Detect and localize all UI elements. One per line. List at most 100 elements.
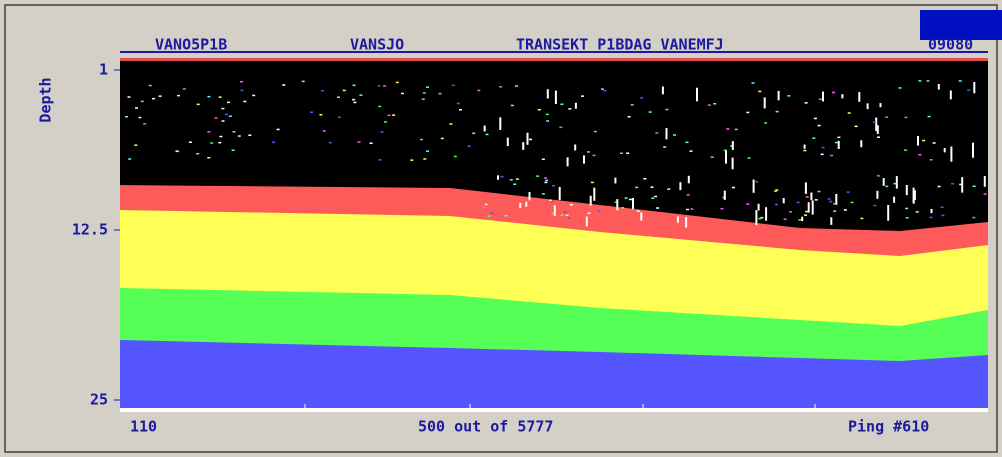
echo-speck bbox=[835, 141, 839, 144]
echo-speck bbox=[410, 159, 414, 161]
echo-speck bbox=[319, 114, 323, 116]
echo-speck bbox=[590, 181, 594, 184]
echo-speck bbox=[656, 207, 660, 209]
echo-speck bbox=[918, 80, 922, 82]
echo-speck bbox=[655, 132, 659, 134]
echo-speck bbox=[927, 115, 931, 118]
echo-speck bbox=[387, 114, 391, 117]
echo-speck bbox=[814, 199, 818, 201]
echo-speck bbox=[497, 175, 499, 180]
echo-speck bbox=[882, 178, 885, 186]
echo-speck bbox=[440, 137, 444, 140]
echo-speck bbox=[626, 152, 630, 154]
echo-speck bbox=[509, 179, 513, 181]
echo-speck bbox=[218, 96, 222, 98]
echo-speck bbox=[765, 207, 768, 221]
echo-speck bbox=[837, 140, 840, 149]
echo-speck bbox=[483, 125, 486, 132]
echo-speck bbox=[453, 155, 457, 158]
echo-speck bbox=[872, 121, 876, 123]
echo-speck bbox=[846, 191, 850, 193]
echo-speck bbox=[369, 142, 373, 144]
echo-speck bbox=[893, 182, 897, 185]
echo-speck bbox=[384, 121, 387, 123]
echo-speck bbox=[922, 139, 926, 142]
echo-speck bbox=[310, 111, 313, 113]
echo-speck bbox=[732, 186, 735, 189]
echo-speck bbox=[592, 154, 596, 157]
echo-speck bbox=[148, 84, 152, 87]
echo-speck bbox=[551, 212, 555, 215]
echo-speck bbox=[401, 92, 404, 95]
echo-speck bbox=[885, 116, 889, 118]
echo-speck bbox=[763, 97, 766, 109]
echo-speck bbox=[973, 82, 976, 94]
echo-speck bbox=[616, 199, 619, 211]
echo-speck bbox=[898, 87, 902, 89]
echo-speck bbox=[686, 194, 690, 196]
echo-speck bbox=[419, 138, 423, 141]
echo-speck bbox=[563, 211, 567, 213]
echo-speck bbox=[757, 203, 760, 211]
echo-speck bbox=[949, 90, 952, 100]
echo-speck bbox=[210, 142, 214, 144]
echo-speck bbox=[546, 120, 550, 122]
echo-speck bbox=[876, 190, 879, 199]
echo-speck bbox=[879, 103, 882, 108]
echo-speck bbox=[529, 138, 532, 141]
header-label: TRANSEKT P1BDAG VANEMFJ bbox=[516, 36, 724, 54]
echo-speck bbox=[707, 104, 711, 106]
echo-speck bbox=[248, 134, 252, 136]
echo-speck bbox=[544, 177, 547, 179]
echo-speck bbox=[134, 144, 138, 146]
echo-speck bbox=[221, 107, 225, 110]
echo-speck bbox=[219, 135, 223, 138]
echo-speck bbox=[600, 88, 604, 90]
echo-speck bbox=[353, 101, 357, 104]
echo-speck bbox=[632, 198, 634, 210]
echo-speck bbox=[893, 196, 896, 203]
echo-speck bbox=[585, 216, 588, 227]
echo-speck bbox=[958, 80, 962, 82]
echo-speck bbox=[574, 102, 577, 109]
footer-progress: 500 out of 5777 bbox=[418, 418, 553, 436]
echo-speck bbox=[614, 177, 617, 184]
echo-speck bbox=[392, 114, 396, 116]
echo-speck bbox=[723, 149, 727, 152]
echo-speck bbox=[876, 175, 880, 177]
echo-speck bbox=[135, 107, 138, 109]
echo-speck bbox=[321, 90, 325, 92]
echo-speck bbox=[696, 87, 698, 102]
echo-speck bbox=[887, 205, 890, 221]
echo-speck bbox=[352, 98, 356, 101]
echo-speck bbox=[929, 216, 933, 219]
echo-speck bbox=[661, 86, 664, 95]
echo-speck bbox=[456, 102, 460, 105]
echo-speck bbox=[553, 205, 556, 216]
depth-label: Depth bbox=[37, 77, 55, 122]
echo-speck bbox=[152, 97, 155, 100]
echo-speck bbox=[593, 187, 596, 201]
footer-start: 110 bbox=[130, 418, 157, 436]
echo-speck bbox=[912, 187, 915, 202]
echo-speck bbox=[876, 125, 879, 135]
echo-speck bbox=[690, 208, 694, 210]
echo-speck bbox=[811, 200, 814, 215]
echo-speck bbox=[673, 134, 676, 136]
echo-speck bbox=[775, 189, 779, 191]
corner-box bbox=[920, 10, 1002, 40]
echo-speck bbox=[932, 142, 936, 144]
echo-speck bbox=[796, 201, 800, 204]
echo-speck bbox=[807, 202, 810, 213]
echo-speck bbox=[635, 186, 639, 189]
echo-speck bbox=[328, 141, 332, 144]
echo-speck bbox=[240, 81, 243, 83]
echo-speck bbox=[487, 215, 491, 217]
echo-speck bbox=[758, 90, 762, 93]
surface-line bbox=[120, 58, 988, 61]
echo-speck bbox=[801, 216, 804, 222]
echo-speck bbox=[522, 142, 525, 150]
echo-speck bbox=[726, 128, 730, 130]
echo-speck bbox=[817, 190, 821, 193]
echo-speck bbox=[854, 125, 858, 128]
